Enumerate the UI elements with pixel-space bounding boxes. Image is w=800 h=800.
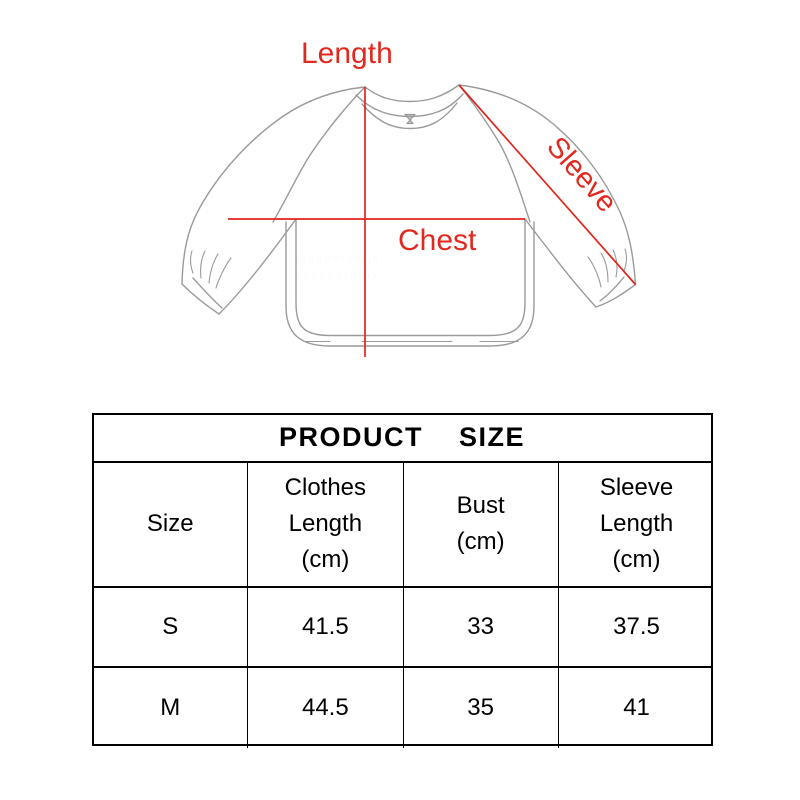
- svg-text:Length: Length: [301, 37, 393, 70]
- svg-text:a b c d e f g h i j k: a b c d e f g h i j k: [300, 254, 379, 265]
- svg-text:Chest: Chest: [398, 224, 477, 257]
- svg-text:Sleeve: Sleeve: [540, 131, 623, 219]
